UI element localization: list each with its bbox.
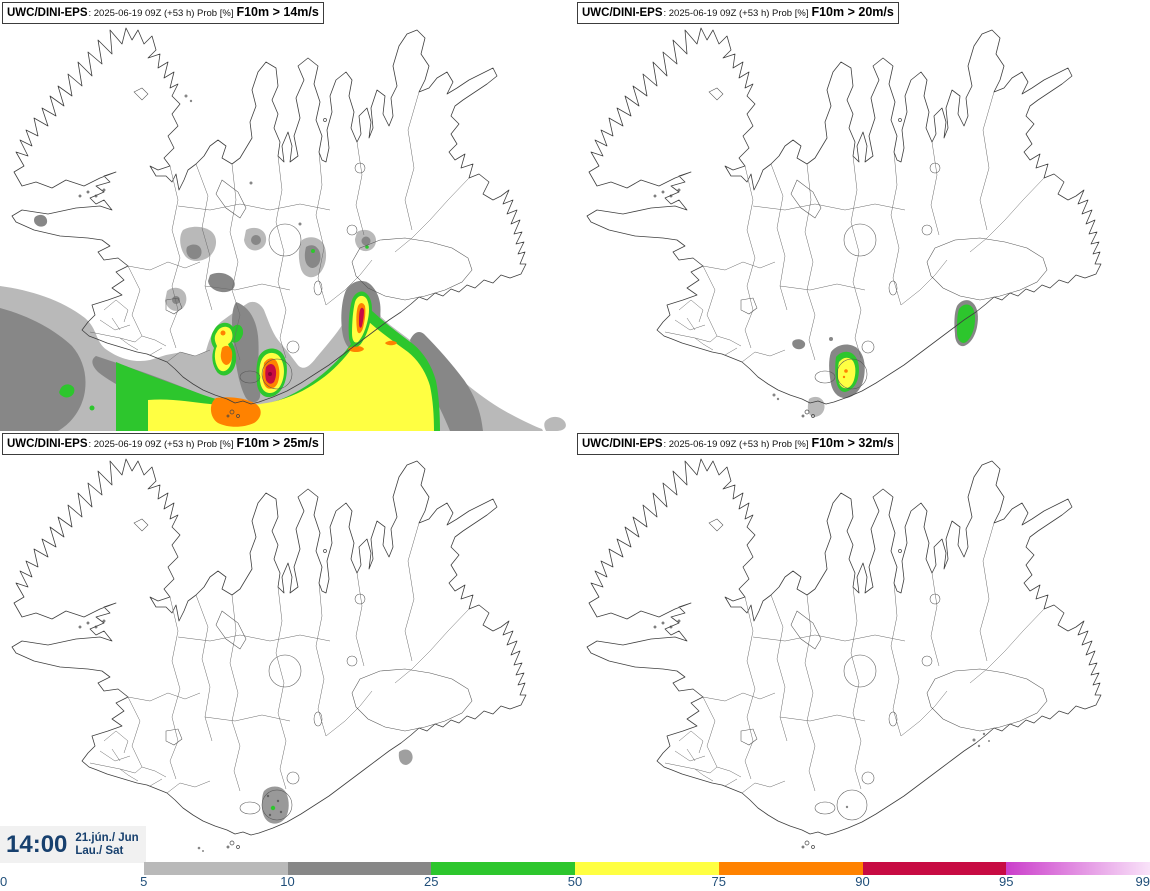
colorbar-tick-label: 50 (567, 874, 583, 889)
prob-region-25-50 (365, 245, 369, 249)
panel-title: UWC/DINI-EPS: 2025-06-19 09Z (+53 h) Pro… (2, 433, 324, 455)
valid-time-box: 14:00 21.jún./ Jun Lau./ Sat (0, 826, 146, 863)
prob-region-5-10 (544, 416, 566, 431)
threshold-label: F10m > 25m/s (236, 436, 319, 450)
colorbar-tick-label: 5 (140, 874, 148, 889)
panel-f10m-gt-25: UWC/DINI-EPS: 2025-06-19 09Z (+53 h) Pro… (0, 431, 575, 862)
colorbar-tick-label: 90 (855, 874, 870, 889)
run-info: : 2025-06-19 09Z (+53 h) Prob [%] (663, 8, 809, 19)
threshold-label: F10m > 14m/s (236, 5, 319, 19)
prob-region-75-90 (385, 340, 397, 346)
map-f10m-gt-20 (586, 18, 1102, 418)
probability-field-overlay (845, 732, 990, 809)
colorbar-ticks: 0 5 10 25 50 75 90 95 99 (0, 874, 1150, 891)
valid-day: Lau./ Sat (75, 844, 124, 857)
run-info: : 2025-06-19 09Z (+53 h) Prob [%] (88, 439, 234, 450)
prob-region-10-25 (186, 244, 202, 260)
probability-field-overlay (0, 17, 566, 431)
colorbar-tick-label: 25 (424, 874, 439, 889)
prob-region-10-25 (398, 749, 413, 765)
prob-region-50-75 (838, 357, 856, 389)
speckle-dots (197, 846, 204, 852)
prob-region-25-50 (89, 405, 95, 411)
prob-region-75-90 (842, 375, 846, 379)
model-label: UWC/DINI-EPS (582, 438, 663, 450)
prob-region-10-25 (792, 339, 806, 350)
prob-region-25-50 (270, 805, 276, 811)
prob-region-10-25 (251, 235, 261, 245)
prob-region-25-50 (311, 249, 315, 253)
model-label: UWC/DINI-EPS (7, 7, 88, 19)
colorbar-tick-label: 0 (0, 874, 8, 889)
model-label: UWC/DINI-EPS (582, 7, 663, 19)
prob-region-75-90 (844, 369, 848, 373)
colorbar-tick-label: 75 (711, 874, 726, 889)
prob-region-10-25 (829, 337, 833, 341)
model-label: UWC/DINI-EPS (7, 438, 88, 450)
prob-region-10-25 (304, 245, 321, 268)
map-f10m-gt-14 (0, 17, 566, 431)
colorbar-tick-label: 99 (1135, 874, 1150, 889)
panel-f10m-gt-20: UWC/DINI-EPS: 2025-06-19 09Z (+53 h) Pro… (575, 0, 1150, 431)
map-f10m-gt-25 (11, 449, 527, 852)
panel-title: UWC/DINI-EPS: 2025-06-19 09Z (+53 h) Pro… (2, 2, 324, 24)
high-prob-spot (256, 348, 287, 398)
prob-region-10-25 (361, 236, 371, 246)
prob-region-10-25 (34, 214, 48, 227)
colorbar-segment (718, 862, 863, 875)
speckle-dots (845, 732, 990, 809)
colorbar-tick-label: 95 (999, 874, 1014, 889)
panel-title: UWC/DINI-EPS: 2025-06-19 09Z (+53 h) Pro… (577, 2, 899, 24)
map-f10m-gt-32 (586, 449, 1102, 849)
high-prob-streak (348, 291, 372, 347)
prob-region-10-25 (0, 308, 86, 431)
probability-field-overlay (772, 300, 978, 417)
threshold-label: F10m > 20m/s (811, 5, 894, 19)
colorbar-segment (287, 862, 432, 875)
colorbar-segment (1006, 862, 1150, 875)
speckle-dots (266, 794, 283, 817)
colorbar (0, 862, 1150, 875)
prob-region-75-90 (210, 397, 261, 427)
colorbar-segment (575, 862, 719, 875)
speckle-dots (772, 393, 780, 401)
run-info: : 2025-06-19 09Z (+53 h) Prob [%] (88, 8, 234, 19)
colorbar-segment (862, 862, 1007, 875)
valid-time: 14:00 (6, 830, 68, 858)
prob-region-10-25 (410, 332, 483, 431)
valid-date: 21.jún./ Jun (75, 831, 139, 844)
panel-f10m-gt-14: UWC/DINI-EPS: 2025-06-19 09Z (+53 h) Pro… (0, 0, 575, 431)
prob-region-25-50 (59, 384, 75, 398)
colorbar-segment (431, 862, 575, 875)
prob-region-25-50 (957, 304, 976, 343)
probability-field-overlay (197, 749, 413, 852)
colorbar-segment (143, 862, 288, 875)
colorbar-tick-label: 10 (280, 874, 295, 889)
threshold-label: F10m > 32m/s (811, 436, 894, 450)
run-info: : 2025-06-19 09Z (+53 h) Prob [%] (663, 439, 809, 450)
prob-region-5-10 (807, 396, 825, 417)
panel-f10m-gt-32: UWC/DINI-EPS: 2025-06-19 09Z (+53 h) Pro… (575, 431, 1150, 862)
panel-title: UWC/DINI-EPS: 2025-06-19 09Z (+53 h) Pro… (577, 433, 899, 455)
